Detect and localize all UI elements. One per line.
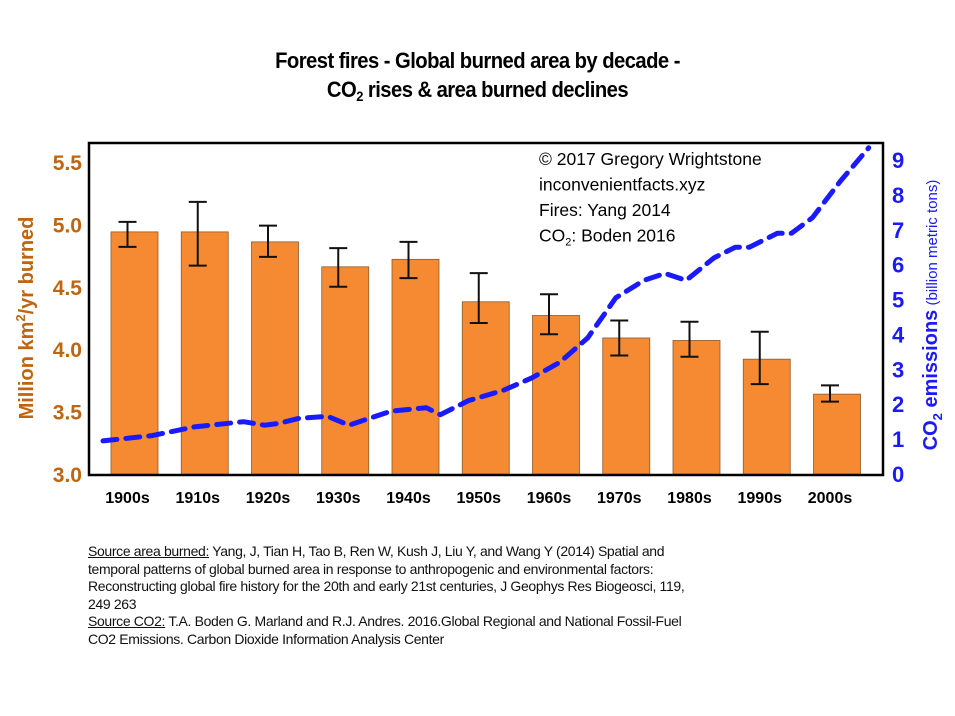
x-tick-label: 1930s bbox=[316, 490, 361, 507]
source-co2-text: T.A. Boden G. Marland and R.J. Andres. 2… bbox=[165, 613, 682, 630]
right-axis-label-part: (billion metric tons) bbox=[924, 180, 941, 310]
annotation: Fires: Yang 2014 bbox=[539, 200, 671, 220]
title-sub: 2 bbox=[356, 88, 363, 104]
left-tick-label: 5.5 bbox=[53, 152, 83, 175]
right-axis-label-part: 2 bbox=[930, 413, 945, 420]
x-tick-label: 1900s bbox=[105, 490, 150, 507]
left-tick-label: 3.5 bbox=[53, 402, 83, 425]
x-tick-label: 1990s bbox=[738, 490, 783, 507]
annotation-co2-part: CO bbox=[539, 226, 565, 246]
note-line: 249 263 bbox=[88, 595, 137, 612]
bar-1940s bbox=[391, 258, 440, 476]
annotation: © 2017 Gregory Wrightstone bbox=[539, 149, 762, 169]
bar-1920s bbox=[251, 241, 299, 476]
note-line: Source CO2: T.A. Boden G. Marland and R.… bbox=[88, 613, 888, 631]
note-line: Reconstructing global fire history for t… bbox=[88, 578, 685, 595]
left-tick-label: 4.0 bbox=[53, 339, 82, 362]
bar-1990s bbox=[742, 358, 791, 476]
left-tick-label: 3.0 bbox=[53, 464, 82, 487]
chart: 3.0 3.5 4.0 4.5 5.0 5.5 0 1 2 3 4 5 6 7 8 9 1900s 1910s 19… bbox=[13, 141, 945, 507]
x-tick-label: 2000s bbox=[808, 490, 853, 507]
right-tick-label: 6 bbox=[892, 253, 904, 278]
bar-1970s bbox=[602, 337, 651, 476]
right-axis-label: CO2 emissions (billion metric tons) bbox=[920, 180, 945, 451]
right-tick-label: 0 bbox=[892, 462, 904, 487]
bar-1930s bbox=[321, 266, 370, 476]
right-tick-label: 3 bbox=[892, 357, 904, 382]
annotation-co2-part: : Boden 2016 bbox=[571, 226, 675, 246]
x-tick-label: 1980s bbox=[667, 490, 712, 507]
x-tick-label: 1940s bbox=[386, 490, 431, 507]
bar-1980s bbox=[672, 340, 721, 476]
right-tick-label: 4 bbox=[892, 322, 905, 347]
right-tick-label: 2 bbox=[892, 392, 904, 417]
source-co2-label: Source CO2: bbox=[88, 613, 166, 630]
right-axis-label-part: CO bbox=[920, 420, 942, 450]
annotation-co2-part: 2 bbox=[565, 237, 571, 249]
bar-1910s bbox=[180, 231, 229, 476]
left-axis-label-part: 2 bbox=[13, 314, 28, 321]
title-rest: rises & area burned declines bbox=[362, 77, 629, 102]
right-tick-label: 8 bbox=[892, 183, 904, 208]
right-axis-label-part: emissions bbox=[920, 310, 942, 413]
annotation-co2: CO2: Boden 2016 bbox=[539, 226, 676, 249]
bar-2000s bbox=[813, 393, 861, 476]
note-line: temporal patterns of global burned area … bbox=[88, 560, 654, 577]
title-co: CO bbox=[326, 77, 357, 102]
right-tick-label: 5 bbox=[892, 288, 904, 313]
bar-1950s bbox=[461, 301, 510, 476]
bar-1960s bbox=[532, 315, 580, 476]
x-tick-label: 1960s bbox=[527, 490, 572, 507]
chart-title-line2: CO2 rises & area burned declines bbox=[38, 77, 917, 103]
x-tick-label: 1950s bbox=[457, 490, 502, 507]
right-tick-label: 9 bbox=[892, 148, 904, 173]
x-tick-label: 1920s bbox=[246, 490, 291, 507]
note-line: CO2 Emissions. Carbon Dioxide Informatio… bbox=[88, 630, 444, 647]
plot-frame bbox=[87, 141, 885, 477]
left-axis-label-part: Million km bbox=[16, 322, 38, 420]
left-tick-label: 4.5 bbox=[53, 277, 83, 300]
annotation: inconvenientfacts.xyz bbox=[539, 175, 705, 195]
x-tick-label: 1970s bbox=[597, 490, 642, 507]
note-line: Source area burned: Yang, J, Tian H, Tao… bbox=[88, 543, 888, 561]
source-area-label: Source area burned: bbox=[88, 543, 209, 559]
x-tick-label: 1910s bbox=[176, 490, 221, 507]
source-area-text: Yang, J, Tian H, Tao B, Ren W, Kush J, L… bbox=[209, 543, 665, 559]
right-tick-label: 1 bbox=[892, 427, 904, 452]
co2-emissions-line bbox=[100, 145, 872, 444]
source-notes: Source area burned: Yang, J, Tian H, Tao… bbox=[88, 543, 888, 649]
right-tick-label: 7 bbox=[892, 218, 904, 243]
left-axis-label-part: /yr burned bbox=[16, 217, 38, 315]
left-axis-label: Million km2/yr burned bbox=[13, 217, 38, 420]
left-tick-label: 5.0 bbox=[53, 214, 82, 237]
chart-title-line1: Forest fires - Global burned area by dec… bbox=[275, 48, 680, 73]
